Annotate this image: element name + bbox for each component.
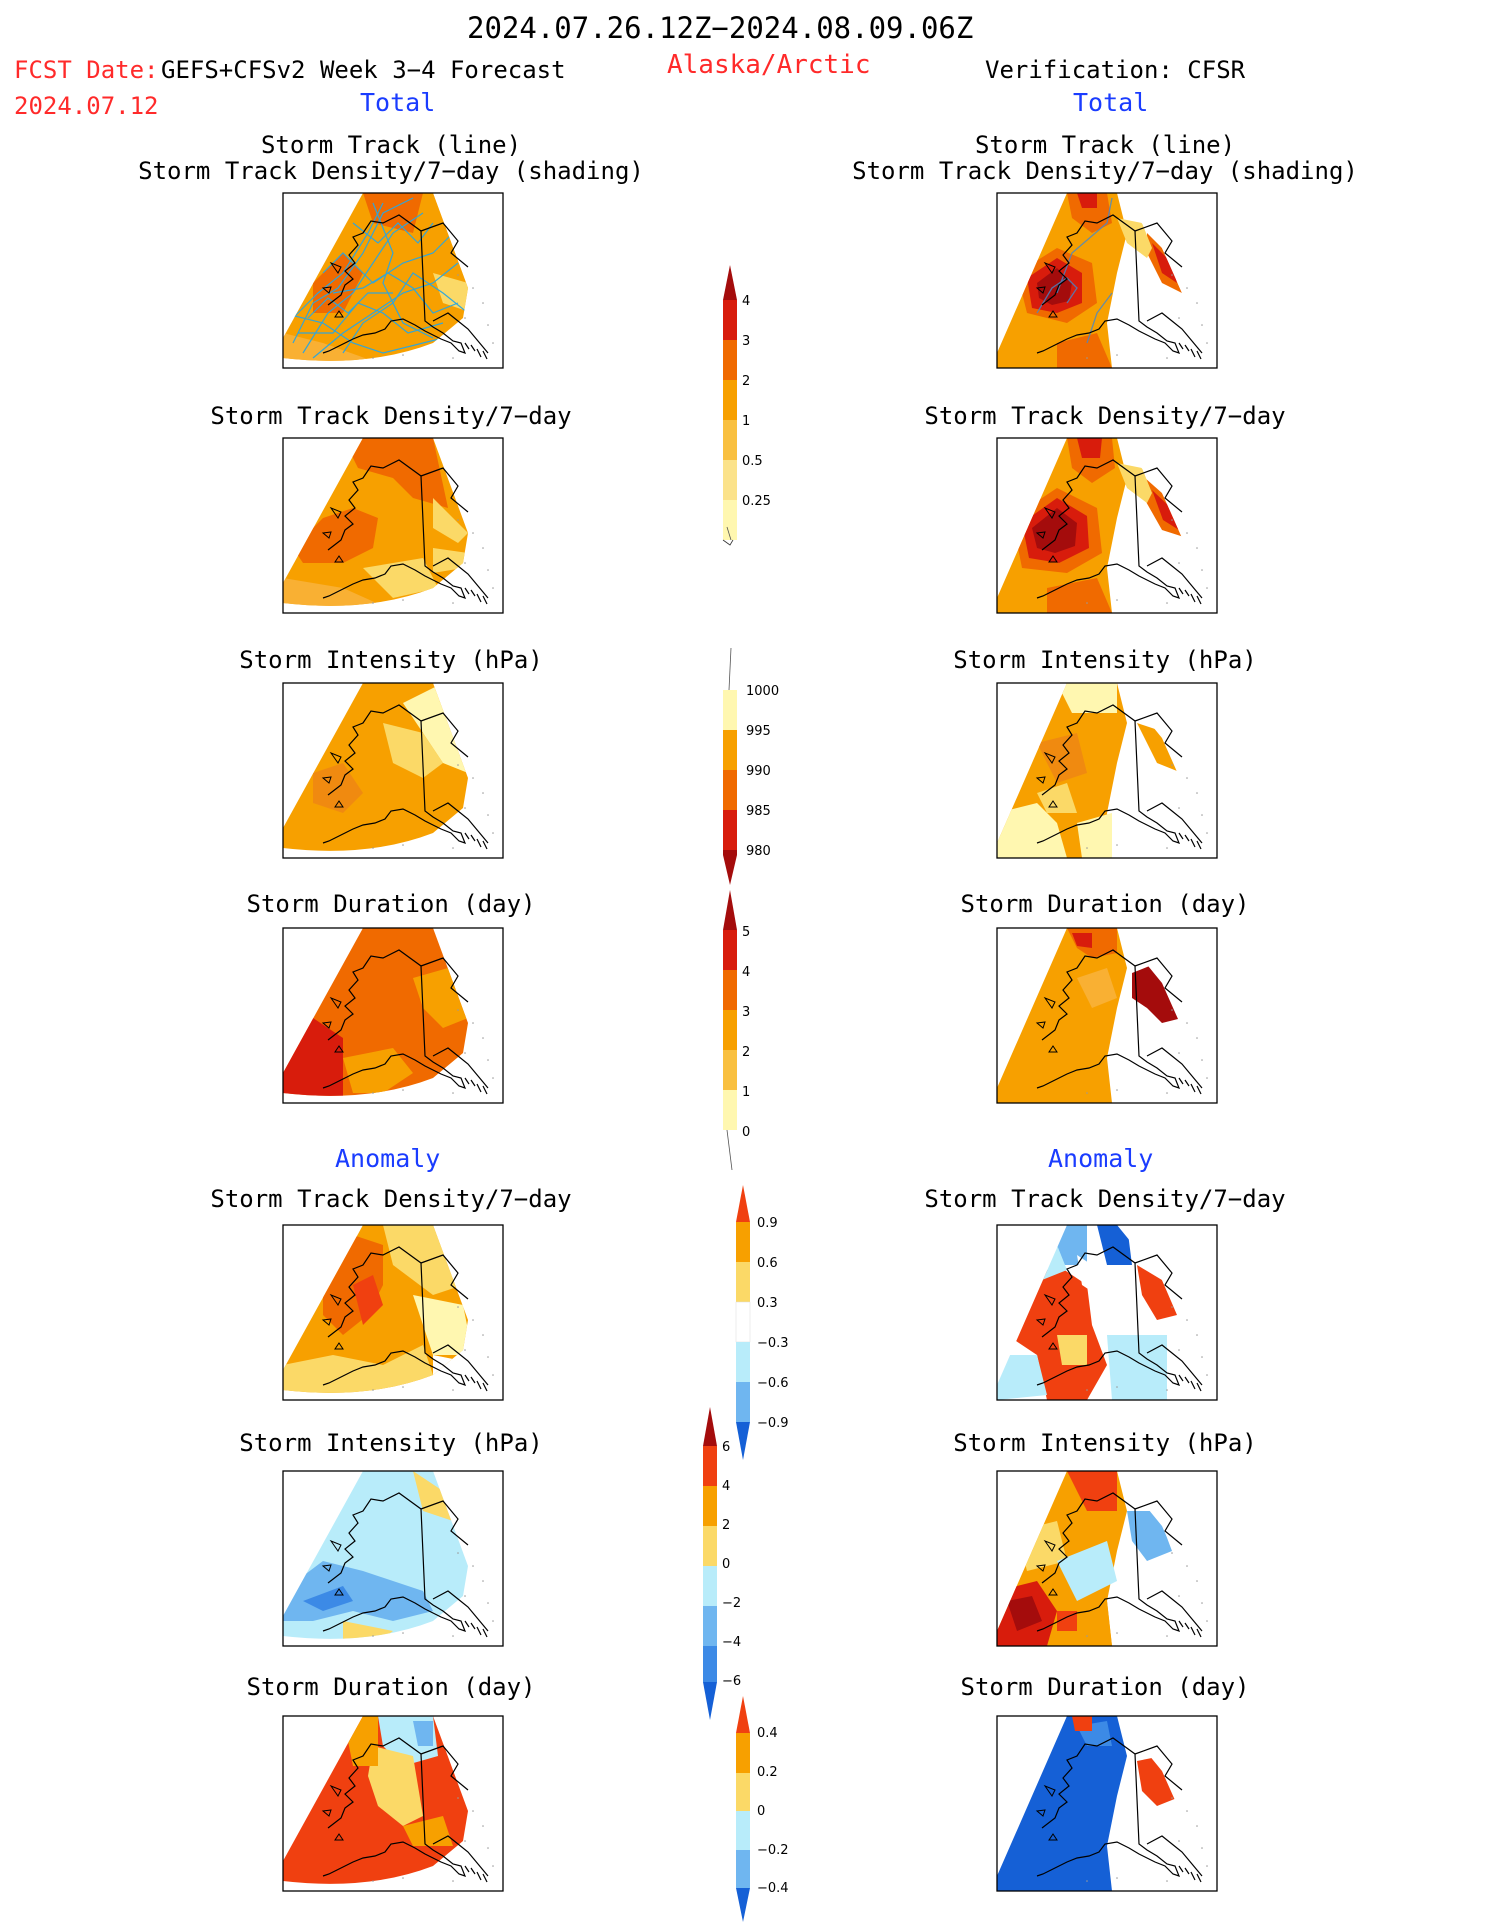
cb-density-0: 0.25 [742, 494, 771, 509]
cb-ianom-4: −2 [722, 1596, 741, 1611]
cb-ianom-5: −4 [722, 1635, 741, 1650]
cb-dur-4: 4 [742, 965, 750, 980]
colorbar-duration [723, 890, 737, 1171]
cb-int-3: 985 [746, 804, 771, 819]
cb-dur-0: 0 [742, 1125, 750, 1140]
left-duration-anom-panel [282, 1715, 504, 1892]
anomaly-label-right: Anomaly [1048, 1144, 1154, 1173]
fcst-date-label: FCST Date: [14, 56, 159, 84]
verification-label: Verification: CFSR [985, 56, 1246, 84]
cb-ianom-3: 0 [722, 1557, 730, 1572]
colorbar-duration-anom [736, 1696, 750, 1922]
cb-density-5: 4 [742, 294, 750, 309]
left-duration-title: Storm Duration (day) [246, 890, 536, 918]
left-duration-panel [282, 927, 504, 1104]
right-density-anom-panel [996, 1224, 1218, 1401]
cb-density-1: 0.5 [742, 454, 763, 469]
colorbar-duration-labels: 5 4 3 2 1 0 [742, 925, 750, 1140]
cb-ianom-0: 6 [722, 1440, 730, 1455]
cb-dur-1: 1 [742, 1085, 750, 1100]
left-track-shading-title: Storm Track Density/7−day (shading) [138, 157, 644, 185]
cb-int-0: 1000 [746, 684, 779, 699]
left-track-panel [282, 192, 504, 369]
colorbar-density-labels: 0.25 0.5 1 2 3 4 [742, 294, 771, 509]
fcst-date-value: 2024.07.12 [14, 92, 159, 120]
left-density-title: Storm Track Density/7−day [210, 402, 572, 430]
cb-density-4: 3 [742, 334, 750, 349]
left-intensity-title: Storm Intensity (hPa) [239, 646, 543, 674]
cb-dur-3: 3 [742, 1005, 750, 1020]
colorbar-intensity-anom-labels: 6 4 2 0 −2 −4 −6 [722, 1440, 741, 1689]
cb-ianom-6: −6 [722, 1674, 741, 1689]
left-track-line-title: Storm Track (line) [260, 131, 522, 159]
cb-duranom-4: −0.4 [757, 1881, 789, 1896]
cb-int-1: 995 [746, 724, 771, 739]
colorbar-duration-anom-labels: 0.4 0.2 0 −0.2 −0.4 [757, 1726, 789, 1896]
left-intensity-anom-title: Storm Intensity (hPa) [239, 1429, 543, 1457]
right-intensity-panel [996, 682, 1218, 859]
cb-ianom-2: 2 [722, 1518, 730, 1533]
cb-danom-3: −0.3 [757, 1336, 789, 1351]
right-intensity-anom-panel [996, 1470, 1218, 1647]
left-intensity-anom-panel [282, 1470, 504, 1647]
cb-danom-2: 0.3 [757, 1296, 778, 1311]
left-density-panel [282, 437, 504, 614]
anomaly-label-left: Anomaly [335, 1144, 441, 1173]
left-density-anom-title: Storm Track Density/7−day [210, 1185, 572, 1213]
cb-density-2: 1 [742, 414, 750, 429]
cb-danom-0: 0.9 [757, 1216, 778, 1231]
right-track-shading-title: Storm Track Density/7−day (shading) [852, 157, 1358, 185]
right-duration-panel [996, 927, 1218, 1104]
colorbar-density [722, 265, 737, 546]
cb-danom-4: −0.6 [757, 1376, 789, 1391]
total-label-left: Total [360, 88, 436, 117]
right-density-panel [996, 437, 1218, 614]
cb-duranom-3: −0.2 [757, 1843, 789, 1858]
right-density-anom-title: Storm Track Density/7−day [924, 1185, 1286, 1213]
cb-danom-1: 0.6 [757, 1256, 778, 1271]
colorbar-intensity-labels: 1000 995 990 985 980 [746, 684, 779, 859]
right-duration-anom-panel [996, 1715, 1218, 1892]
cb-int-2: 990 [746, 764, 771, 779]
right-duration-anom-title: Storm Duration (day) [960, 1673, 1250, 1701]
colorbar-intensity [723, 647, 737, 885]
left-intensity-panel [282, 682, 504, 859]
right-intensity-title: Storm Intensity (hPa) [953, 646, 1257, 674]
left-duration-anom-title: Storm Duration (day) [246, 1673, 536, 1701]
right-track-line-title: Storm Track (line) [974, 131, 1236, 159]
cb-int-4: 980 [746, 844, 771, 859]
cb-duranom-0: 0.4 [757, 1726, 778, 1741]
cb-ianom-1: 4 [722, 1479, 730, 1494]
right-duration-title: Storm Duration (day) [960, 890, 1250, 918]
cb-dur-2: 2 [742, 1045, 750, 1060]
cb-dur-5: 5 [742, 925, 750, 940]
colorbar-density-anom [735, 1185, 751, 1460]
colorbar-intensity-anom [703, 1407, 717, 1720]
right-intensity-anom-title: Storm Intensity (hPa) [953, 1429, 1257, 1457]
cb-duranom-1: 0.2 [757, 1765, 778, 1780]
total-label-right: Total [1073, 88, 1149, 117]
region-label: Alaska/Arctic [667, 50, 871, 80]
cb-duranom-2: 0 [757, 1804, 765, 1819]
fcst-model: GEFS+CFSv2 Week 3−4 Forecast [161, 56, 566, 84]
left-density-anom-panel [282, 1224, 504, 1401]
cb-danom-5: −0.9 [757, 1416, 789, 1431]
cb-density-3: 2 [742, 374, 750, 389]
colorbar-density-anom-labels: 0.9 0.6 0.3 −0.3 −0.6 −0.9 [757, 1216, 789, 1431]
period-title: 2024.07.26.12Z−2024.08.09.06Z [467, 11, 974, 45]
right-density-title: Storm Track Density/7−day [924, 402, 1286, 430]
right-track-panel [996, 192, 1218, 369]
